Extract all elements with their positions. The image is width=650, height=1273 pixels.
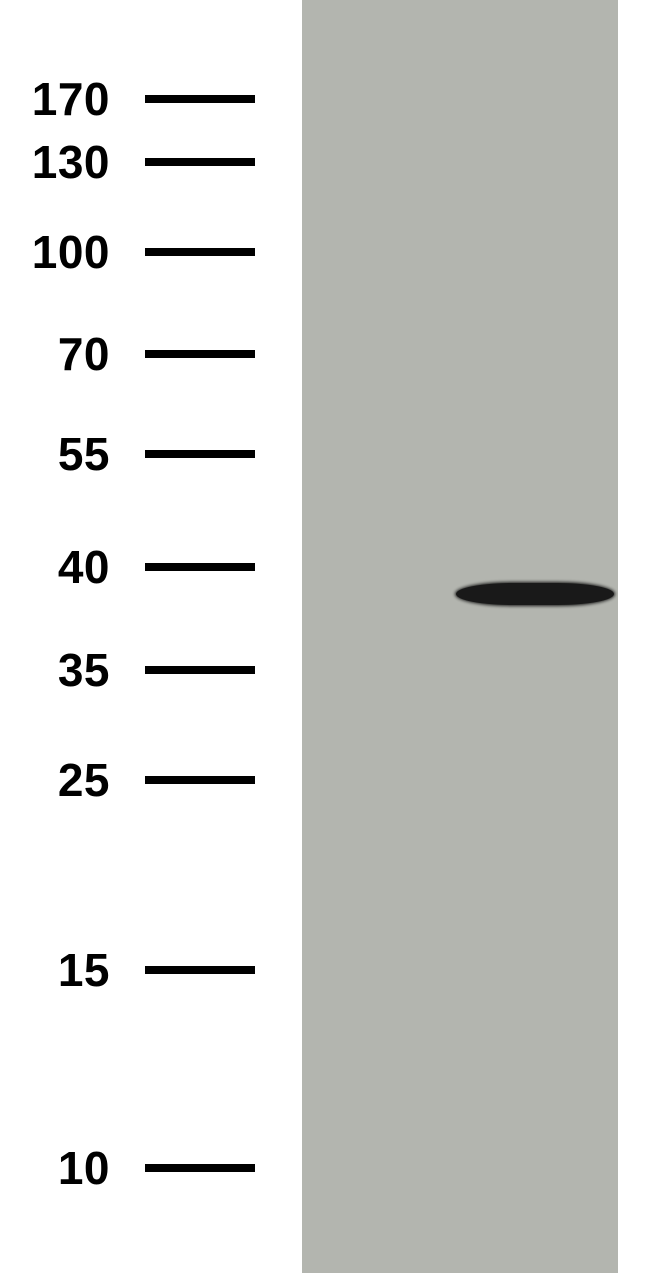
- mw-marker-tick: [145, 776, 255, 784]
- mw-marker-label: 130: [0, 135, 110, 189]
- mw-marker-100: 100: [0, 225, 300, 279]
- mw-marker-label: 10: [0, 1141, 110, 1195]
- mw-marker-tick: [145, 666, 255, 674]
- mw-marker-label: 70: [0, 327, 110, 381]
- mw-marker-tick: [145, 966, 255, 974]
- mw-marker-tick: [145, 350, 255, 358]
- mw-ladder: 170 130 100 70 55 40 35 25 15 10: [0, 0, 300, 1273]
- mw-marker-tick: [145, 95, 255, 103]
- band-lane2: [456, 583, 614, 605]
- lane-1-control: [302, 0, 448, 1273]
- mw-marker-10: 10: [0, 1141, 300, 1195]
- mw-marker-label: 40: [0, 540, 110, 594]
- mw-marker-label: 170: [0, 72, 110, 126]
- mw-marker-170: 170: [0, 72, 300, 126]
- mw-marker-35: 35: [0, 643, 300, 697]
- mw-marker-label: 55: [0, 427, 110, 481]
- mw-marker-tick: [145, 158, 255, 166]
- mw-marker-label: 100: [0, 225, 110, 279]
- mw-marker-label: 35: [0, 643, 110, 697]
- mw-marker-label: 25: [0, 753, 110, 807]
- lane-2-sample: [448, 0, 618, 1273]
- mw-marker-tick: [145, 1164, 255, 1172]
- mw-marker-15: 15: [0, 943, 300, 997]
- blot-membrane: [302, 0, 618, 1273]
- mw-marker-55: 55: [0, 427, 300, 481]
- mw-marker-130: 130: [0, 135, 300, 189]
- mw-marker-70: 70: [0, 327, 300, 381]
- western-blot-figure: 170 130 100 70 55 40 35 25 15 10: [0, 0, 650, 1273]
- mw-marker-25: 25: [0, 753, 300, 807]
- mw-marker-40: 40: [0, 540, 300, 594]
- mw-marker-label: 15: [0, 943, 110, 997]
- mw-marker-tick: [145, 450, 255, 458]
- mw-marker-tick: [145, 563, 255, 571]
- mw-marker-tick: [145, 248, 255, 256]
